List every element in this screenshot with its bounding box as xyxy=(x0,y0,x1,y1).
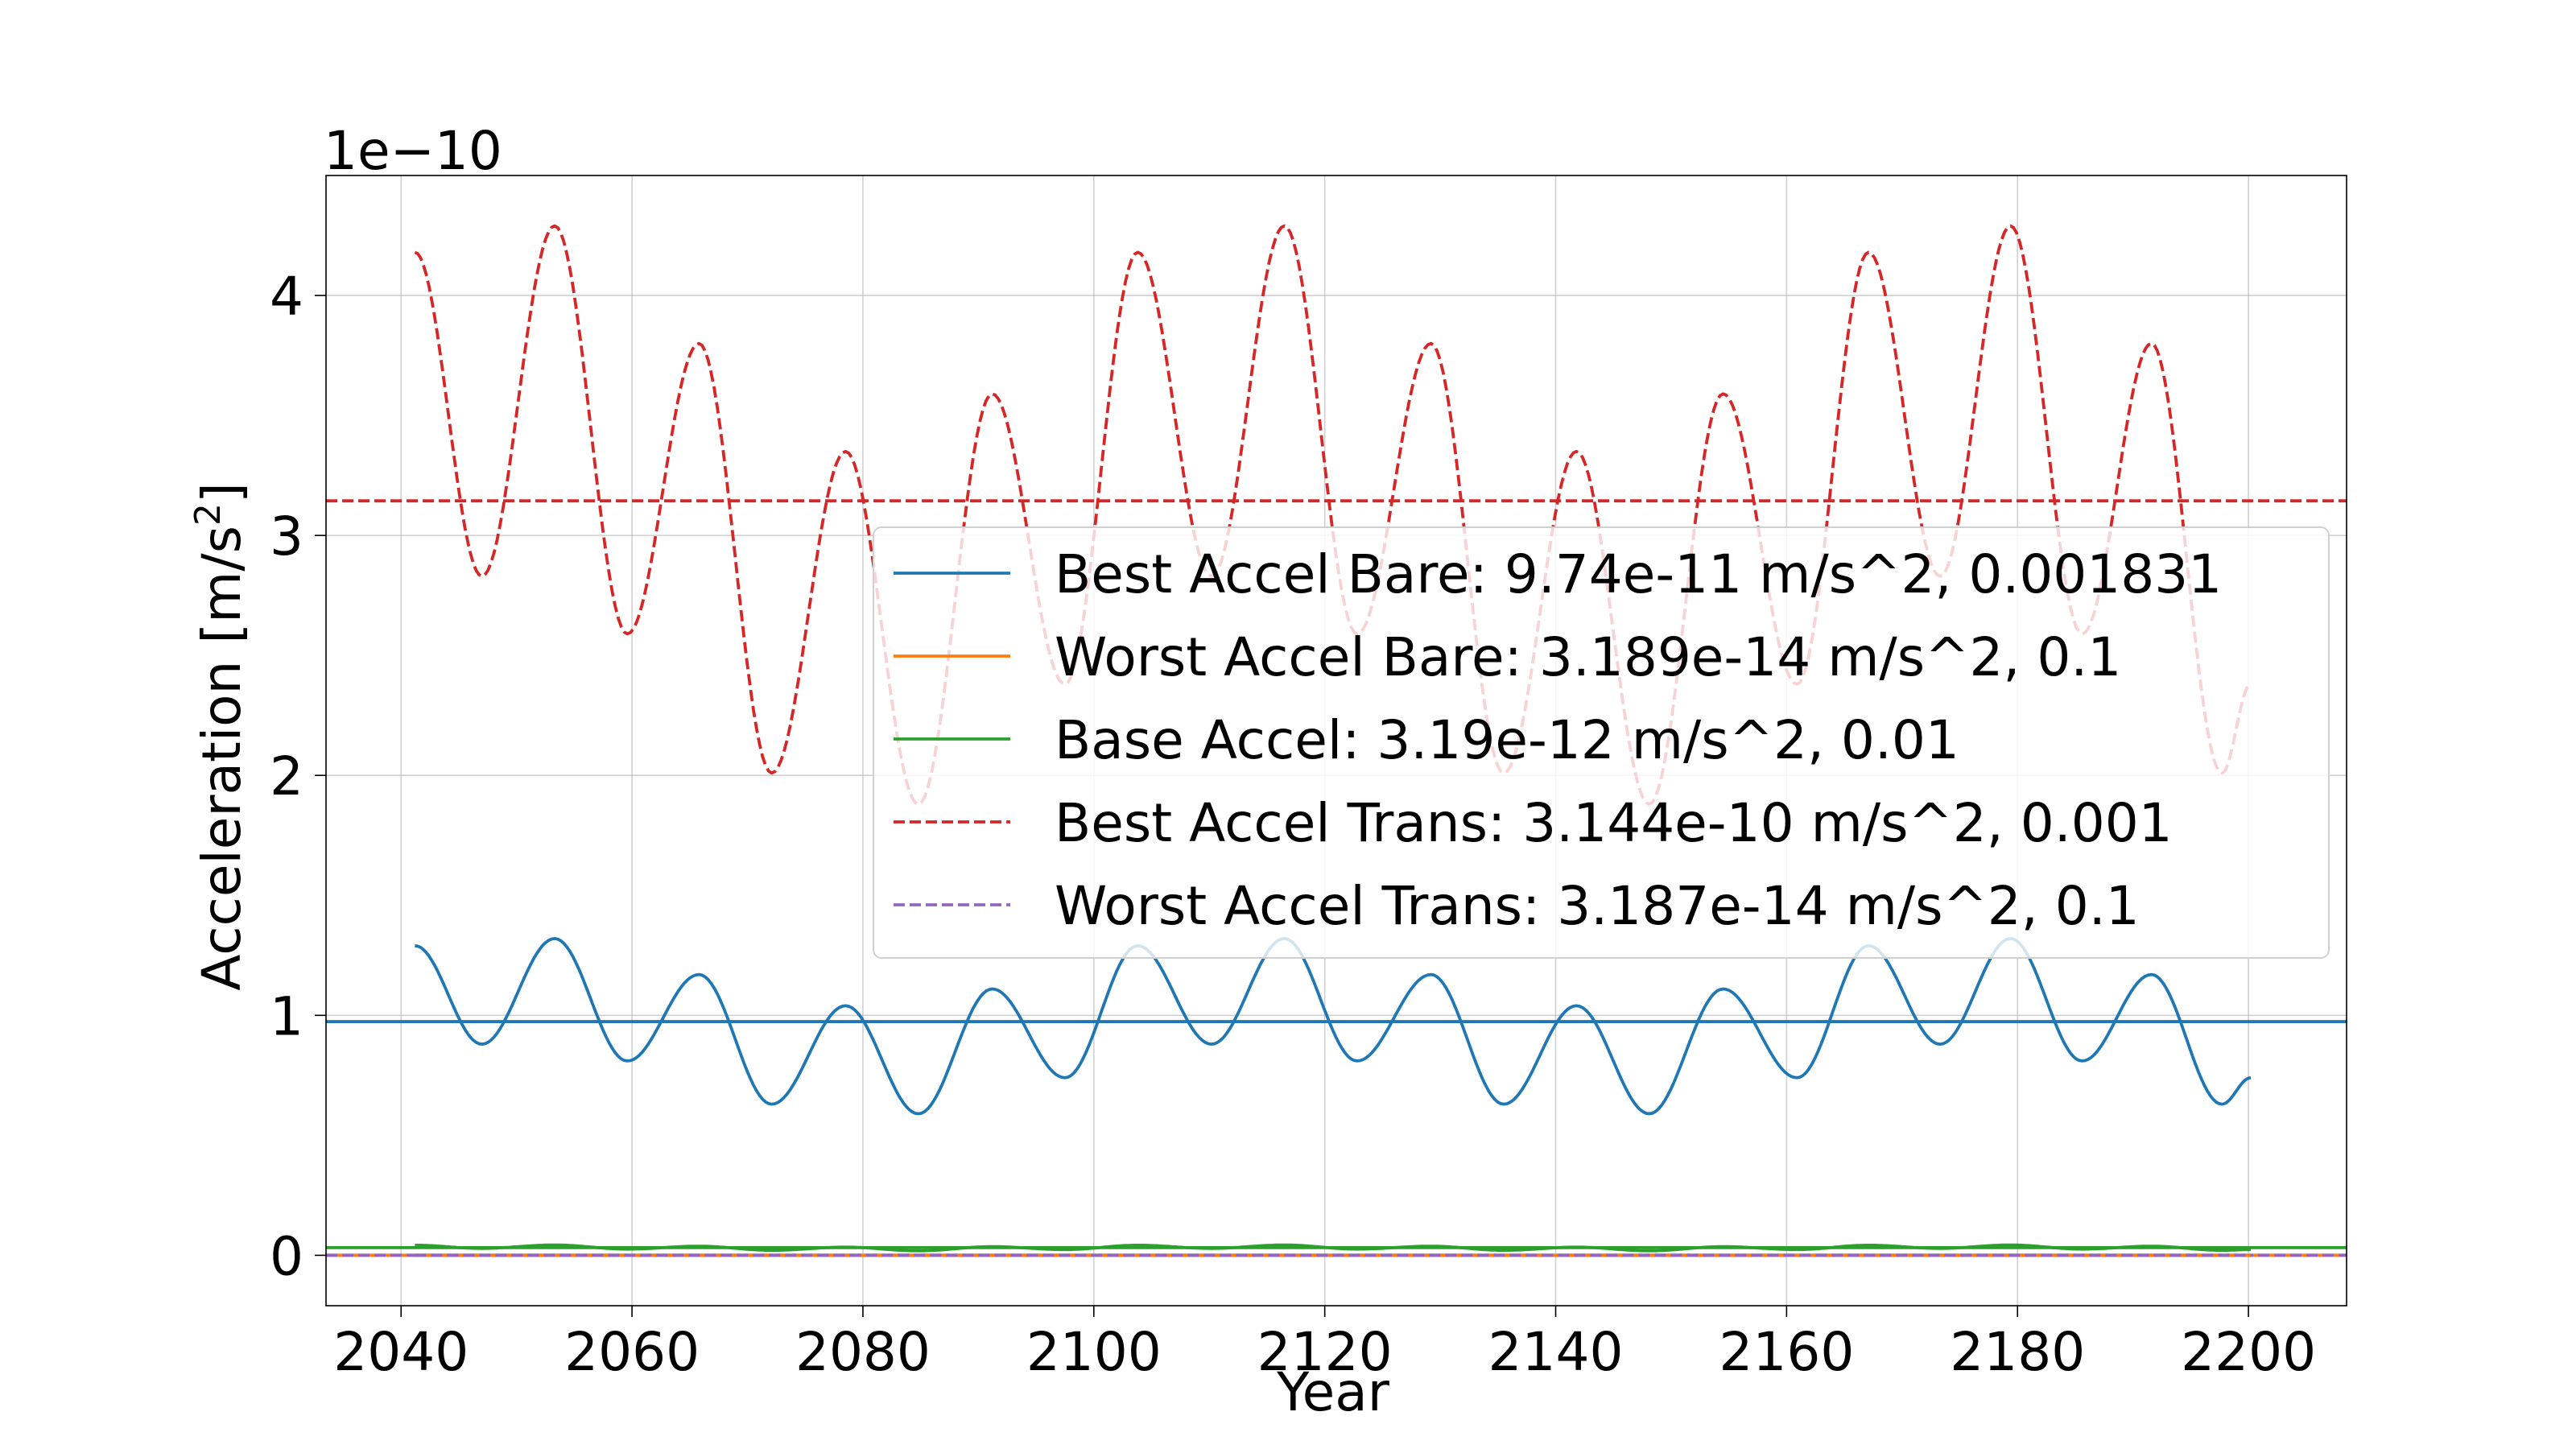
y-axis-label: Acceleration [m/s2] xyxy=(188,482,254,991)
series-line xyxy=(415,1243,2252,1253)
x-axis-ticks: 2040 2060 2080 2100 2120 2140 2160 2180 2200 xyxy=(333,1306,2316,1383)
y-axis-ticks: 0 1 2 3 4 xyxy=(270,266,326,1287)
legend-label: Best Accel Bare: 9.74e-11 m/s^2, 0.00183… xyxy=(1055,543,2222,605)
legend-label: Worst Accel Bare: 3.189e-14 m/s^2, 0.1 xyxy=(1055,626,2121,688)
x-tick-label: 2160 xyxy=(1719,1321,1854,1383)
y-tick-label: 1 xyxy=(270,985,303,1047)
legend-box xyxy=(873,526,2330,959)
legend-label: Base Accel: 3.19e-12 m/s^2, 0.01 xyxy=(1055,709,1959,771)
x-tick-label: 2040 xyxy=(333,1321,469,1383)
x-tick-label: 2080 xyxy=(795,1321,931,1383)
legend-label: Best Accel Trans: 3.144e-10 m/s^2, 0.001 xyxy=(1055,792,2173,854)
x-tick-label: 2180 xyxy=(1950,1321,2085,1383)
plot-frame xyxy=(325,175,2347,1307)
x-axis-label: Year xyxy=(1276,1361,1390,1423)
y-axis-label-end: ] xyxy=(191,482,253,503)
y-tick-label: 2 xyxy=(270,745,303,807)
y-tick-label: 3 xyxy=(270,506,303,568)
y-axis-label-main: Acceleration [m/s xyxy=(191,526,253,991)
y-tick-label: 4 xyxy=(270,266,303,328)
y-axis-offset-text: 1e−10 xyxy=(324,120,502,182)
x-tick-label: 2120 xyxy=(1257,1321,1393,1383)
series-line xyxy=(415,937,2252,1116)
y-tick-label: 0 xyxy=(270,1225,303,1287)
x-tick-label: 2060 xyxy=(564,1321,700,1383)
legend-label: Worst Accel Trans: 3.187e-14 m/s^2, 0.1 xyxy=(1055,875,2140,937)
x-tick-label: 2140 xyxy=(1488,1321,1624,1383)
x-tick-label: 2100 xyxy=(1026,1321,1162,1383)
legend: Best Accel Bare: 9.74e-11 m/s^2, 0.00183… xyxy=(873,526,2330,959)
x-tick-label: 2200 xyxy=(2181,1321,2316,1383)
y-axis-label-superscript: 2 xyxy=(188,503,229,526)
